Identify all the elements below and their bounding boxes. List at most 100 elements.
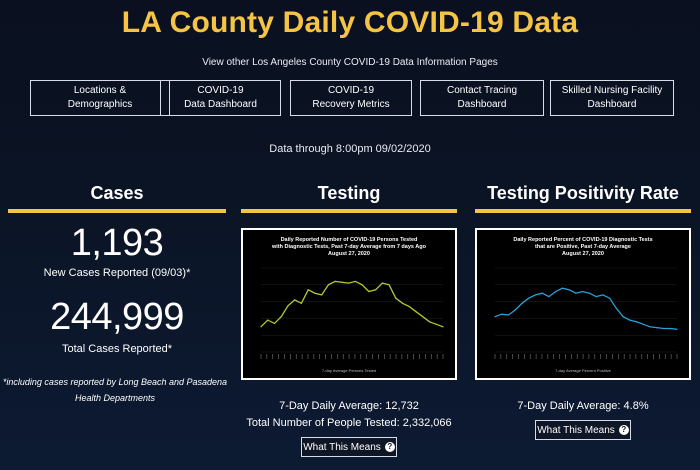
testing-daily-average: 7-Day Daily Average: 12,732 xyxy=(279,400,419,412)
positivity-data-point xyxy=(669,327,671,330)
positivity-data-point xyxy=(662,327,665,330)
testing-chart-title-line1: Daily Reported Number of COVID-19 Person… xyxy=(280,237,418,243)
positivity-data-point xyxy=(555,290,557,293)
testing-data-point xyxy=(361,284,363,286)
question-circle-icon: ? xyxy=(618,425,629,435)
question-circle-icon: ? xyxy=(384,442,395,452)
testing-data-point xyxy=(435,323,437,325)
testing-data-point xyxy=(402,302,404,304)
testing-data-point xyxy=(327,284,329,286)
testing-data-point xyxy=(307,289,309,291)
positivity-data-point xyxy=(636,321,638,323)
nav-label-line1: COVID-19 xyxy=(327,85,375,96)
positivity-data-point xyxy=(561,287,563,289)
testing-data-point xyxy=(415,311,417,313)
nav-label-line2: Data Dashboard xyxy=(184,99,257,110)
new-cases-label: New Cases Reported (09/03)* xyxy=(43,267,191,279)
positivity-data-point xyxy=(507,314,510,316)
positivity-chart[interactable]: Daily Reported Percent of COVID-19 Diagn… xyxy=(475,228,691,380)
testing-chart-title-line3: August 27, 2020 xyxy=(328,251,370,257)
nav-skilled-nursing-button[interactable]: Skilled Nursing Facility Dashboard xyxy=(550,80,674,116)
nav-recovery-metrics-button[interactable]: COVID-19 Recovery Metrics xyxy=(290,80,412,116)
positivity-data-point xyxy=(609,297,611,299)
page-subtitle: View other Los Angeles County COVID-19 D… xyxy=(202,57,498,68)
nav-label-line2: Dashboard xyxy=(457,99,507,110)
nav-label-line2: Demographics xyxy=(67,99,133,110)
positivity-what-this-means-button[interactable]: What This Means ? xyxy=(535,420,631,440)
positivity-data-point xyxy=(514,309,516,311)
nav-label-line1: Contact Tracing xyxy=(446,85,518,96)
nav-label-line1: COVID-19 xyxy=(197,85,244,96)
testing-data-point xyxy=(287,305,289,307)
positivity-data-point xyxy=(602,294,604,296)
positivity-data-point xyxy=(622,316,624,318)
new-cases-value: 1,193 xyxy=(70,222,164,264)
testing-data-point xyxy=(354,280,356,282)
testing-data-point xyxy=(348,282,350,284)
testing-chart-plot xyxy=(260,267,444,359)
nav-data-dashboard-button[interactable]: COVID-19 Data Dashboard xyxy=(160,80,281,116)
positivity-data-point xyxy=(629,319,631,321)
testing-data-point xyxy=(368,290,370,293)
testing-chart-legend: 7-day Average Persons Tested xyxy=(321,368,377,373)
cases-heading: Cases xyxy=(90,183,144,203)
data-through-text: Data through 8:00pm 09/02/2020 xyxy=(269,143,431,155)
testing-data-point xyxy=(395,297,397,299)
testing-data-point xyxy=(388,284,390,286)
nav-contact-tracing-button[interactable]: Contact Tracing Dashboard xyxy=(420,80,544,116)
positivity-chart-title-line1: Daily Reported Percent of COVID-19 Diagn… xyxy=(513,237,653,243)
positivity-data-point xyxy=(582,290,584,293)
positivity-heading: Testing Positivity Rate xyxy=(487,183,679,203)
cases-heading-rule xyxy=(8,209,226,213)
positivity-heading-rule xyxy=(475,209,691,213)
page-title: LA County Daily COVID-19 Data xyxy=(121,6,579,39)
testing-data-point xyxy=(341,281,343,283)
positivity-chart-title-line3: August 27, 2020 xyxy=(562,251,604,257)
positivity-data-point xyxy=(615,307,617,309)
testing-data-point xyxy=(381,282,383,284)
positivity-data-point xyxy=(568,289,570,291)
testing-data-point xyxy=(428,321,431,323)
positivity-data-point xyxy=(575,292,577,294)
total-cases-value: 244,999 xyxy=(50,296,184,338)
nav-label-line1: Skilled Nursing Facility xyxy=(561,85,663,96)
testing-data-point xyxy=(408,306,410,308)
testing-data-point xyxy=(442,326,444,328)
testing-data-point xyxy=(280,316,282,318)
positivity-chart-title: Daily Reported Percent of COVID-19 Diagn… xyxy=(477,237,689,258)
testing-chart-title: Daily Reported Number of COVID-19 Person… xyxy=(243,237,455,258)
positivity-data-point xyxy=(595,296,597,298)
testing-data-point xyxy=(300,302,302,304)
cases-footnote: *including cases reported by Long Beach … xyxy=(0,374,230,406)
total-cases-label: Total Cases Reported* xyxy=(61,343,173,355)
testing-data-point xyxy=(375,289,377,291)
positivity-data-point xyxy=(676,328,678,330)
testing-chart[interactable]: Daily Reported Number of COVID-19 Person… xyxy=(241,228,457,380)
positivity-chart-title-line2: that are Positive, Past 7-day Average xyxy=(535,244,631,250)
testing-data-point xyxy=(267,319,269,321)
positivity-data-point xyxy=(501,313,503,315)
testing-chart-title-line2: with Diagnostic Tests, Past 7-day Averag… xyxy=(272,244,426,250)
positivity-data-point xyxy=(521,302,523,304)
positivity-data-point xyxy=(548,296,550,298)
testing-data-point xyxy=(314,292,316,294)
nav-label-line2: Recovery Metrics xyxy=(312,99,390,110)
positivity-chart-legend: 7-day Average Percent Positive xyxy=(555,368,611,373)
testing-data-point xyxy=(294,299,296,301)
testing-heading-rule xyxy=(241,209,457,213)
testing-data-point xyxy=(334,280,336,282)
positivity-chart-plot xyxy=(494,267,678,359)
testing-data-point xyxy=(273,322,276,324)
positivity-what-this-means-label: What This Means xyxy=(537,424,615,436)
testing-what-this-means-button[interactable]: What This Means ? xyxy=(301,437,397,457)
positivity-daily-average: 7-Day Daily Average: 4.8% xyxy=(517,400,649,412)
testing-what-this-means-label: What This Means xyxy=(303,441,381,453)
positivity-data-point xyxy=(541,292,543,294)
positivity-data-point xyxy=(528,297,530,299)
nav-locations-demographics-button[interactable]: Locations & Demographics xyxy=(30,80,170,116)
testing-data-point xyxy=(260,326,262,328)
positivity-data-point xyxy=(534,294,536,296)
nav-label-line1: Locations & xyxy=(73,85,127,96)
positivity-data-point xyxy=(656,327,658,329)
testing-data-point xyxy=(422,316,424,318)
